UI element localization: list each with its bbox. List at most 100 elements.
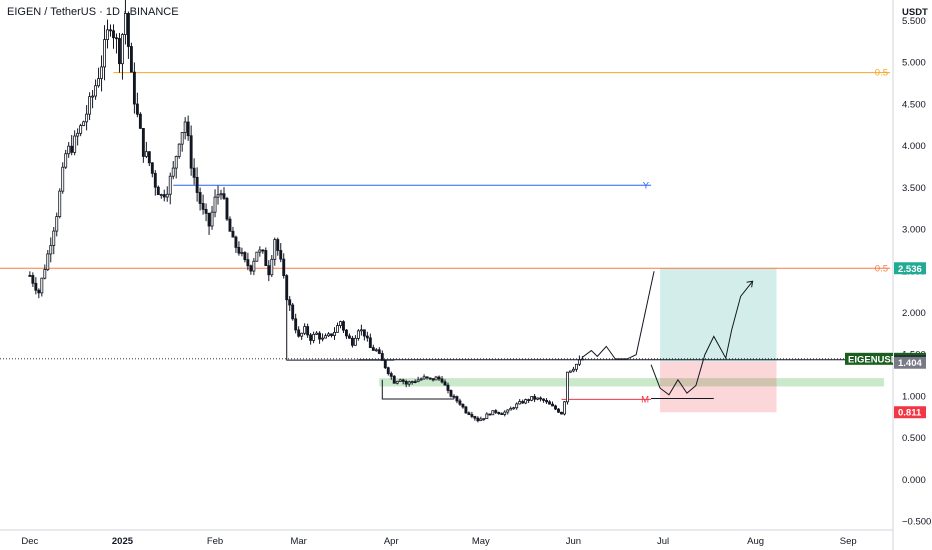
candle-body[interactable]: [112, 30, 115, 39]
candle-body[interactable]: [231, 230, 235, 238]
candle-body[interactable]: [461, 403, 465, 408]
candle-body[interactable]: [309, 334, 313, 341]
candle-body[interactable]: [73, 135, 77, 153]
candle-body[interactable]: [97, 78, 101, 87]
candle-body[interactable]: [61, 166, 65, 192]
candle-body[interactable]: [571, 368, 575, 372]
candle-body[interactable]: [577, 359, 581, 365]
candle-body[interactable]: [318, 332, 322, 340]
candle-body[interactable]: [386, 367, 390, 374]
candle-body[interactable]: [476, 417, 480, 422]
candle-body[interactable]: [228, 218, 232, 232]
candle-body[interactable]: [216, 194, 220, 198]
candle-body[interactable]: [551, 403, 554, 407]
candle-body[interactable]: [425, 376, 429, 379]
candle-body[interactable]: [524, 399, 528, 404]
candle-body[interactable]: [353, 337, 357, 346]
candle-body[interactable]: [401, 379, 405, 382]
candle-body[interactable]: [67, 145, 71, 155]
candle-body[interactable]: [521, 401, 525, 404]
projection-path-lower[interactable]: [650, 280, 754, 396]
candle-body[interactable]: [324, 335, 327, 339]
candle-body[interactable]: [371, 347, 375, 351]
candle-body[interactable]: [252, 260, 256, 272]
candle-body[interactable]: [132, 71, 136, 105]
candle-body[interactable]: [374, 349, 378, 352]
candle-body[interactable]: [452, 395, 456, 398]
candle-body[interactable]: [449, 390, 453, 397]
candle-body[interactable]: [503, 411, 507, 415]
candle-body[interactable]: [243, 252, 247, 261]
candle-body[interactable]: [219, 193, 223, 196]
candle-body[interactable]: [210, 211, 214, 227]
candle-body[interactable]: [557, 408, 560, 413]
candle-body[interactable]: [147, 151, 151, 164]
candle-body[interactable]: [28, 275, 32, 277]
candle-body[interactable]: [276, 239, 280, 251]
candle-body[interactable]: [437, 376, 441, 380]
candle-body[interactable]: [103, 39, 106, 68]
candle-body[interactable]: [198, 192, 202, 204]
candle-body[interactable]: [518, 401, 522, 405]
candle-body[interactable]: [509, 408, 513, 411]
candle-body[interactable]: [270, 258, 274, 276]
candle-body[interactable]: [533, 396, 537, 400]
candle-body[interactable]: [246, 259, 250, 267]
candle-body[interactable]: [100, 66, 103, 79]
candle-body[interactable]: [225, 198, 229, 220]
candle-body[interactable]: [506, 409, 510, 413]
candle-body[interactable]: [171, 167, 175, 177]
candle-body[interactable]: [91, 95, 95, 98]
candle-body[interactable]: [85, 113, 89, 123]
candle-body[interactable]: [431, 378, 435, 381]
candle-body[interactable]: [213, 196, 217, 213]
candle-body[interactable]: [512, 407, 516, 410]
candle-body[interactable]: [49, 245, 53, 255]
candle-body[interactable]: [488, 413, 492, 416]
candle-body[interactable]: [118, 38, 121, 65]
candle-body[interactable]: [70, 145, 74, 153]
candle-body[interactable]: [440, 378, 444, 383]
candle-body[interactable]: [362, 329, 366, 337]
candle-body[interactable]: [410, 381, 414, 383]
candle-body[interactable]: [282, 258, 286, 276]
candle-body[interactable]: [267, 265, 271, 276]
candle-body[interactable]: [88, 96, 92, 115]
candle-body[interactable]: [530, 396, 534, 401]
candle-body[interactable]: [144, 151, 148, 157]
candle-body[interactable]: [106, 29, 109, 40]
candle-body[interactable]: [258, 249, 262, 253]
candle-body[interactable]: [428, 377, 432, 380]
candle-body[interactable]: [330, 333, 333, 336]
candle-body[interactable]: [347, 335, 351, 339]
candle-body[interactable]: [135, 103, 139, 115]
candle-body[interactable]: [359, 329, 363, 332]
candle-body[interactable]: [398, 379, 402, 382]
candle-body[interactable]: [82, 121, 86, 126]
candle-body[interactable]: [566, 371, 569, 403]
candle-body[interactable]: [204, 208, 208, 214]
candle-body[interactable]: [180, 132, 184, 145]
candle-body[interactable]: [500, 413, 504, 415]
candle-body[interactable]: [306, 326, 310, 336]
candle-body[interactable]: [350, 337, 354, 346]
position-target-zone[interactable]: [660, 268, 777, 362]
candle-body[interactable]: [222, 193, 226, 199]
candle-body[interactable]: [404, 381, 408, 385]
candle-body[interactable]: [168, 175, 172, 195]
candle-body[interactable]: [327, 333, 330, 337]
candle-body[interactable]: [407, 381, 411, 385]
candle-body[interactable]: [464, 406, 468, 414]
candle-body[interactable]: [123, 13, 127, 35]
position-stop-zone[interactable]: [660, 361, 777, 413]
candle-body[interactable]: [395, 380, 399, 384]
candle-body[interactable]: [294, 318, 298, 331]
candle-body[interactable]: [548, 401, 551, 405]
candle-body[interactable]: [156, 186, 160, 196]
candle-body[interactable]: [321, 337, 325, 340]
candle-body[interactable]: [422, 376, 426, 380]
candle-body[interactable]: [560, 411, 563, 415]
candle-body[interactable]: [491, 410, 495, 416]
candle-body[interactable]: [300, 332, 304, 337]
